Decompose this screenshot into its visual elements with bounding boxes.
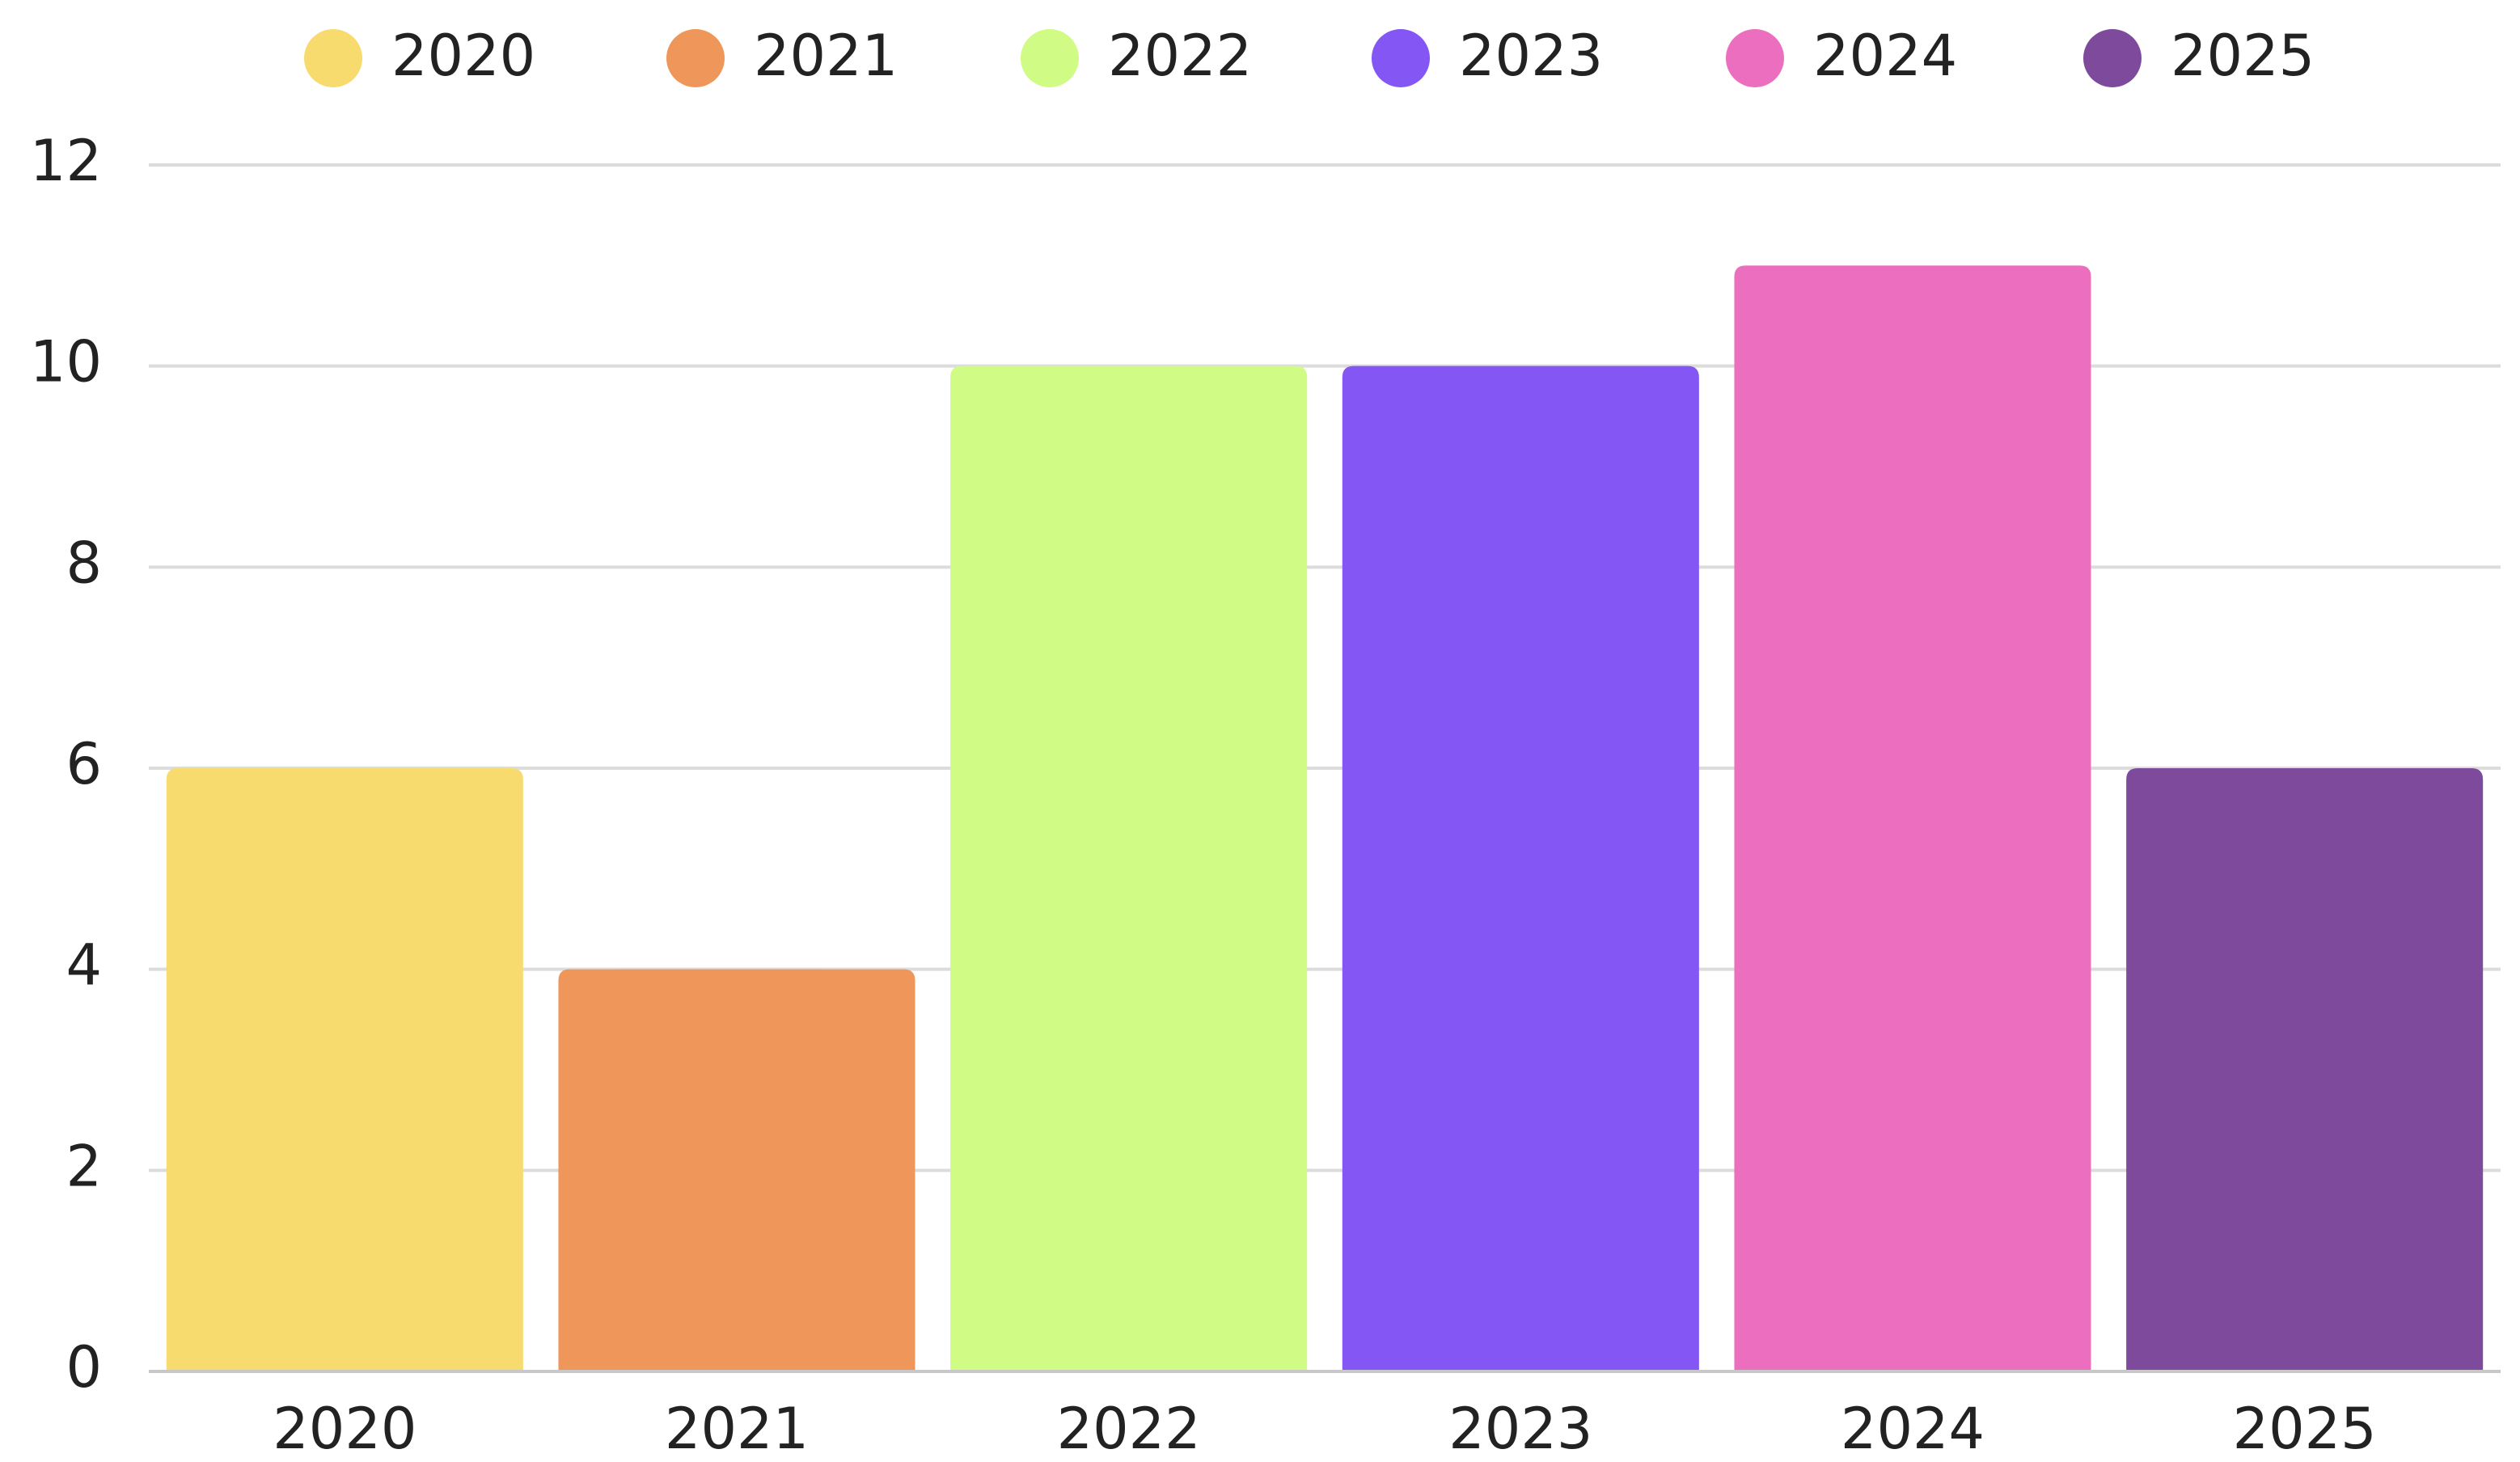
bar <box>166 768 523 1371</box>
x-tick-label: 2021 <box>665 1396 809 1462</box>
legend-swatch <box>1726 29 1784 87</box>
legend-swatch <box>2083 29 2142 87</box>
legend-swatch <box>304 29 362 87</box>
y-tick-label: 6 <box>66 731 102 797</box>
bar <box>1342 366 1699 1372</box>
bar <box>558 969 915 1371</box>
y-tick-label: 0 <box>66 1334 102 1401</box>
legend-swatch <box>1021 29 1079 87</box>
x-tick-label: 2023 <box>1448 1396 1592 1462</box>
legend-label: 2023 <box>1459 23 1603 89</box>
x-tick-label: 2020 <box>273 1396 416 1462</box>
legend-label: 2022 <box>1108 23 1252 89</box>
bar <box>1734 265 2091 1371</box>
legend-swatch <box>1372 29 1430 87</box>
legend-label: 2025 <box>2171 23 2315 89</box>
legend-label: 2021 <box>754 23 898 89</box>
y-tick-label: 12 <box>30 128 102 194</box>
y-tick-label: 2 <box>66 1133 102 1199</box>
y-tick-label: 8 <box>66 530 102 596</box>
x-tick-label: 2025 <box>2233 1396 2377 1462</box>
bar <box>950 366 1308 1372</box>
legend-swatch <box>666 29 725 87</box>
x-tick-label: 2024 <box>1841 1396 1985 1462</box>
y-tick-label: 10 <box>30 329 102 395</box>
legend-label: 2024 <box>1813 23 1957 89</box>
y-tick-label: 4 <box>66 932 102 999</box>
legend-label: 2020 <box>391 23 535 89</box>
x-tick-label: 2022 <box>1057 1396 1201 1462</box>
bar <box>2126 768 2484 1371</box>
